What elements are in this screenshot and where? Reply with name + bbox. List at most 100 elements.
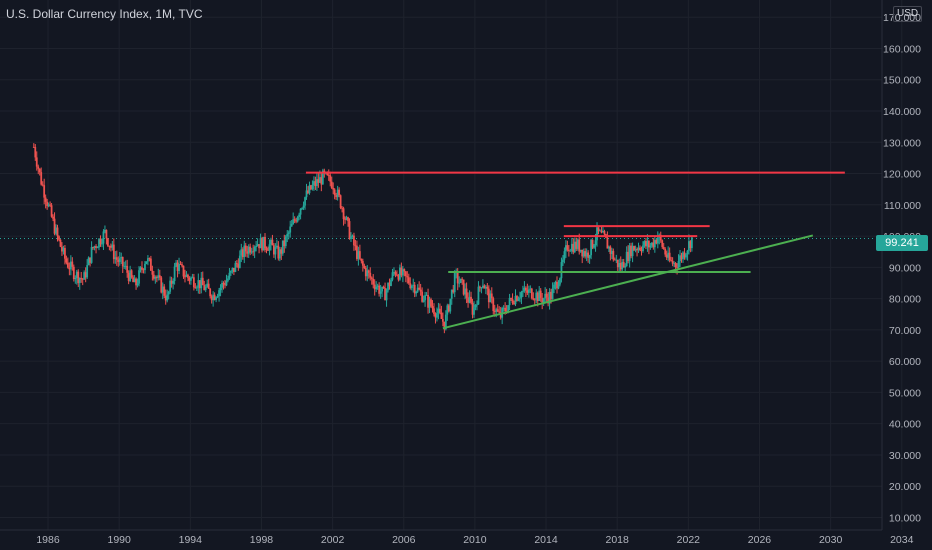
candle-body xyxy=(83,272,86,280)
candle-body xyxy=(613,259,616,261)
candle-body xyxy=(581,249,584,257)
candle-body xyxy=(170,280,173,284)
x-tick-label: 1994 xyxy=(179,534,203,546)
candle-body xyxy=(502,307,505,309)
candle-body xyxy=(71,261,74,267)
candle-body xyxy=(74,278,77,280)
candle-body xyxy=(603,231,606,235)
candle-body xyxy=(461,278,464,280)
candle-body xyxy=(138,270,140,284)
candle-body xyxy=(341,207,343,209)
currency-badge[interactable]: USD xyxy=(893,6,923,22)
price-axis[interactable]: 10.000 20.000 30.000 40.000 50.000 60.000 70.0… xyxy=(883,12,921,524)
trend-line[interactable] xyxy=(442,234,814,330)
candle-body xyxy=(145,261,148,264)
candle-body xyxy=(356,245,358,259)
candle-body xyxy=(348,221,351,240)
candle-body xyxy=(470,296,472,303)
candle-body xyxy=(519,297,521,299)
candle-body xyxy=(462,279,465,295)
candle-body xyxy=(195,287,198,289)
candle-body xyxy=(437,308,440,314)
candle-body xyxy=(538,290,541,302)
candle-body xyxy=(108,245,111,247)
candle-body xyxy=(313,181,315,185)
candle-body xyxy=(265,248,268,250)
candle-body xyxy=(135,278,137,286)
candle-body xyxy=(152,274,155,279)
candle-body xyxy=(127,272,130,281)
candle-body xyxy=(275,245,278,248)
candle-body xyxy=(238,255,241,268)
candle-body xyxy=(335,195,338,198)
candle-body xyxy=(75,271,78,279)
candle-body xyxy=(68,267,71,270)
candle-body xyxy=(148,258,151,260)
candle-body xyxy=(514,295,517,305)
candle-body xyxy=(218,290,220,297)
candle-body xyxy=(588,255,591,258)
grid-lines xyxy=(0,0,903,530)
candle-body xyxy=(668,252,671,261)
candle-body xyxy=(548,291,551,304)
candle-body xyxy=(95,246,97,248)
candle-body xyxy=(481,285,484,288)
candle-body xyxy=(96,247,99,249)
candle-body xyxy=(126,265,129,273)
candle-body xyxy=(415,291,418,294)
candle-body xyxy=(407,277,410,284)
candle-body xyxy=(123,266,126,268)
candle-body xyxy=(676,267,678,268)
candle-body xyxy=(551,288,554,300)
candle-body xyxy=(631,246,634,257)
candle-body xyxy=(158,275,161,278)
candle-body xyxy=(344,219,346,220)
candle-body xyxy=(404,271,407,277)
candle-body xyxy=(262,236,265,251)
candle-body xyxy=(280,249,283,254)
candle-body xyxy=(118,258,121,262)
candle-body xyxy=(270,239,272,245)
candle-body xyxy=(271,239,274,246)
candle-body xyxy=(464,288,467,295)
candle-body xyxy=(225,280,228,286)
time-axis[interactable]: 1986 1990 1994 1998 2002 2006 2010 2014 2018 2022… xyxy=(36,534,913,546)
candle-body xyxy=(283,240,286,247)
candle-body xyxy=(307,190,309,194)
candle-body xyxy=(40,172,43,185)
candle-body xyxy=(246,251,249,254)
candle-body xyxy=(308,185,311,194)
candle-body xyxy=(102,231,105,244)
candle-body xyxy=(628,245,631,262)
candle-body xyxy=(58,236,60,240)
candle-body xyxy=(99,238,102,245)
candle-body xyxy=(62,248,65,252)
candle-body xyxy=(187,274,189,278)
candle-body xyxy=(493,310,496,312)
last-price-label: 99.241 xyxy=(876,235,928,251)
trend-lines[interactable] xyxy=(305,171,845,330)
candle-body xyxy=(339,195,342,208)
candle-body xyxy=(630,245,633,257)
candle-body xyxy=(648,240,650,248)
candle-body xyxy=(639,247,641,250)
candle-body xyxy=(345,217,348,220)
candle-body xyxy=(602,231,604,233)
candle-body xyxy=(351,235,354,237)
candle-body xyxy=(646,240,649,247)
candle-body xyxy=(289,226,292,233)
y-tick-label: 80.000 xyxy=(889,294,921,306)
candle-body xyxy=(241,249,244,258)
candle-body xyxy=(277,245,280,259)
y-tick-label: 120.000 xyxy=(883,169,921,181)
candle-body xyxy=(227,278,229,281)
candle-body xyxy=(406,276,409,278)
candle-body xyxy=(535,292,538,300)
candle-body xyxy=(524,287,527,291)
candle-body xyxy=(144,263,146,271)
candle-body xyxy=(261,238,263,251)
candle-body xyxy=(295,220,298,222)
candle-body xyxy=(559,278,561,285)
candle-body xyxy=(105,229,108,239)
